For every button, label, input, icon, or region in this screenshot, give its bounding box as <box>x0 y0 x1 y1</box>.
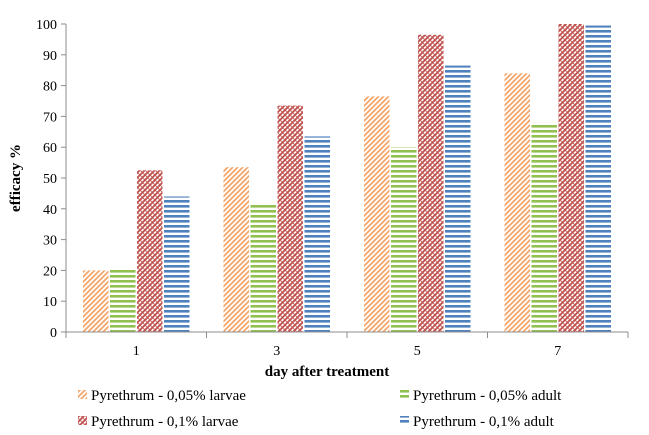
legend-swatch <box>78 390 87 399</box>
legend-item-1: Pyrethrum - 0,05% larvae <box>78 388 246 404</box>
bar-series-1-day-7 <box>504 73 530 332</box>
bar-series-4-day-1 <box>164 196 190 332</box>
legend-item-4: Pyrethrum - 0,1% adult <box>400 414 555 430</box>
bar-series-3-day-5 <box>418 34 444 332</box>
legend: Pyrethrum - 0,05% larvae Pyrethrum - 0,05… <box>78 388 562 430</box>
x-tick-label: 5 <box>414 344 421 359</box>
bar-series-1-day-1 <box>83 270 109 332</box>
y-tick-label: 30 <box>43 234 57 249</box>
y-tick-label: 0 <box>50 326 57 341</box>
bar-series-1-day-5 <box>364 96 390 332</box>
y-tick-label: 60 <box>43 141 57 156</box>
x-axis: 1 3 5 7 <box>65 331 629 359</box>
legend-swatch <box>400 390 409 399</box>
bar-series-4-day-5 <box>445 65 471 332</box>
y-tick-label: 90 <box>43 49 57 64</box>
legend-label: Pyrethrum - 0,1% larvae <box>91 414 239 430</box>
y-tick-label: 100 <box>36 18 57 33</box>
x-axis-title: day after treatment <box>265 364 389 380</box>
legend-swatch <box>78 416 87 425</box>
y-axis: 0 10 20 30 40 50 60 70 80 90 100 <box>36 18 67 341</box>
bar-series-4-day-3 <box>304 136 330 332</box>
legend-label: Pyrethrum - 0,05% larvae <box>91 388 246 404</box>
y-tick-label: 20 <box>43 264 57 279</box>
y-tick-label: 40 <box>43 203 57 218</box>
legend-label: Pyrethrum - 0,05% adult <box>413 388 562 404</box>
bar-series-2-day-3 <box>250 204 276 332</box>
y-axis-title: efficacy % <box>8 144 24 212</box>
bar-series-3-day-1 <box>137 170 163 332</box>
bar-series-3-day-3 <box>277 105 303 333</box>
x-tick-label: 3 <box>273 344 280 359</box>
y-tick-label: 50 <box>43 172 57 187</box>
bar-series-3-day-7 <box>558 24 584 332</box>
legend-swatch <box>400 416 409 425</box>
plot-area <box>83 24 611 333</box>
bar-series-2-day-1 <box>110 268 136 332</box>
x-tick-label: 7 <box>554 344 561 359</box>
y-tick-label: 10 <box>43 295 57 310</box>
bar-series-2-day-5 <box>391 147 417 332</box>
y-tick-label: 80 <box>43 80 57 95</box>
legend-item-3: Pyrethrum - 0,1% larvae <box>78 414 239 430</box>
legend-item-2: Pyrethrum - 0,05% adult <box>400 388 562 404</box>
bar-series-4-day-7 <box>585 25 611 332</box>
bar-series-1-day-3 <box>223 167 249 332</box>
legend-label: Pyrethrum - 0,1% adult <box>413 414 555 430</box>
bar-series-2-day-7 <box>531 122 557 332</box>
x-tick-label: 1 <box>133 344 140 359</box>
y-tick-label: 70 <box>43 110 57 125</box>
